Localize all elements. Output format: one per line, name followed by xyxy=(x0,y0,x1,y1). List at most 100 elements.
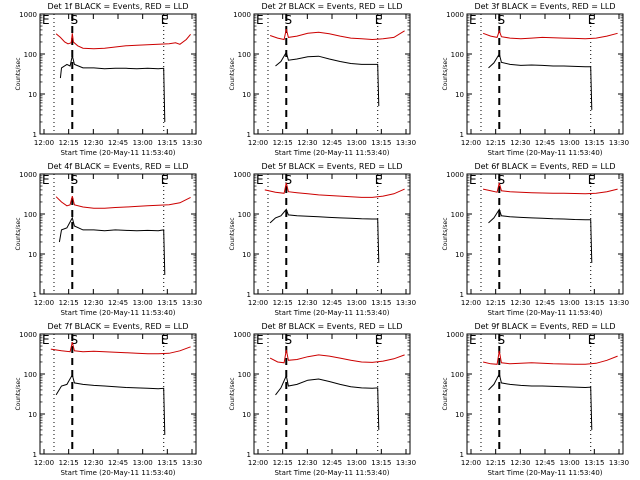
x-tick-label: 13:30 xyxy=(609,139,629,147)
x-tick-label: 13:30 xyxy=(182,299,202,307)
marker-s: S xyxy=(70,173,78,187)
panel-det-4: Det 4f BLACK = Events, RED = LLD 1 10 100 10… xyxy=(15,162,202,317)
y-tick-label: 10 xyxy=(242,251,251,259)
y-tick-label: 1 xyxy=(33,451,37,459)
x-tick-label: 13:15 xyxy=(584,299,604,307)
x-tick-label: 13:00 xyxy=(347,139,367,147)
x-tick-label: 13:30 xyxy=(182,139,202,147)
marker-s: S xyxy=(497,333,505,347)
x-tick-label: 13:30 xyxy=(609,459,629,467)
marker-e-right: E xyxy=(375,173,383,187)
x-tick-label: 13:30 xyxy=(396,459,416,467)
chart-title: Det 4f BLACK = Events, RED = LLD xyxy=(47,162,188,171)
x-tick-label: 12:00 xyxy=(248,139,268,147)
x-tick-label: 12:30 xyxy=(510,299,530,307)
series-lld-line xyxy=(482,350,618,365)
x-axis-label: Start Time (20-May-11 11:53:40) xyxy=(487,149,602,157)
x-axis-label: Start Time (20-May-11 11:53:40) xyxy=(274,309,389,317)
y-tick-label: 1 xyxy=(33,131,37,139)
x-tick-label: 12:45 xyxy=(108,299,128,307)
marker-e-left: E xyxy=(469,13,477,27)
x-tick-label: 13:30 xyxy=(609,299,629,307)
x-tick-label: 12:30 xyxy=(297,139,317,147)
marker-s: S xyxy=(284,13,292,27)
marker-s: S xyxy=(497,13,505,27)
plot-frame xyxy=(253,13,411,135)
y-axis-label: Counts/sec xyxy=(229,57,236,90)
series-events-line xyxy=(59,55,166,123)
series-lld-line xyxy=(482,182,618,195)
x-tick-label: 12:15 xyxy=(59,459,79,467)
x-tick-label: 12:45 xyxy=(535,299,555,307)
x-tick-label: 12:15 xyxy=(273,299,293,307)
panel-det-1: Det 1f BLACK = Events, RED = LLD 1 10 100 10… xyxy=(15,2,202,157)
series-lld-line xyxy=(269,349,405,364)
x-tick-label: 12:15 xyxy=(273,459,293,467)
y-tick-label: 1 xyxy=(460,451,464,459)
x-tick-label: 12:00 xyxy=(461,459,481,467)
x-tick-label: 12:45 xyxy=(108,459,128,467)
y-tick-label: 1000 xyxy=(19,331,37,339)
x-axis-label: Start Time (20-May-11 11:53:40) xyxy=(487,309,602,317)
marker-e-right: E xyxy=(588,333,596,347)
y-axis-label: Counts/sec xyxy=(15,57,22,90)
x-tick-label: 12:30 xyxy=(510,139,530,147)
x-tick-label: 12:00 xyxy=(34,459,54,467)
y-tick-label: 100 xyxy=(24,51,37,59)
plot-frame xyxy=(466,333,624,455)
series-lld-line xyxy=(264,182,405,198)
y-axis-label: Counts/sec xyxy=(15,377,22,410)
y-tick-label: 10 xyxy=(28,91,37,99)
series-events-line xyxy=(58,216,166,275)
y-tick-label: 10 xyxy=(28,251,37,259)
x-tick-label: 13:15 xyxy=(371,299,391,307)
marker-e-left: E xyxy=(256,13,264,27)
y-tick-label: 100 xyxy=(451,51,464,59)
y-tick-label: 1000 xyxy=(233,11,251,19)
y-tick-label: 10 xyxy=(455,251,464,259)
y-axis-label: Counts/sec xyxy=(15,217,22,250)
x-tick-label: 13:15 xyxy=(157,139,177,147)
x-tick-label: 13:00 xyxy=(560,459,580,467)
x-tick-label: 12:00 xyxy=(461,139,481,147)
x-tick-label: 13:00 xyxy=(347,299,367,307)
y-axis-label: Counts/sec xyxy=(442,57,449,90)
x-tick-label: 13:00 xyxy=(133,139,153,147)
y-tick-label: 100 xyxy=(238,371,251,379)
series-lld-line xyxy=(269,28,405,41)
marker-e-right: E xyxy=(375,13,383,27)
y-tick-label: 1 xyxy=(460,131,464,139)
chart-title: Det 6f BLACK = Events, RED = LLD xyxy=(474,162,615,171)
y-axis-label: Counts/sec xyxy=(229,377,236,410)
x-tick-label: 12:00 xyxy=(248,459,268,467)
x-tick-label: 12:30 xyxy=(83,139,103,147)
x-tick-label: 13:00 xyxy=(133,459,153,467)
y-tick-label: 1 xyxy=(247,291,251,299)
y-tick-label: 1 xyxy=(33,291,37,299)
y-axis-label: Counts/sec xyxy=(229,217,236,250)
y-tick-label: 100 xyxy=(451,371,464,379)
x-tick-label: 13:15 xyxy=(371,459,391,467)
panel-det-5: Det 5f BLACK = Events, RED = LLD 1 10 100 10… xyxy=(229,162,416,317)
x-tick-label: 12:45 xyxy=(535,459,555,467)
y-tick-label: 1000 xyxy=(19,171,37,179)
y-tick-label: 1000 xyxy=(446,171,464,179)
marker-e-left: E xyxy=(42,13,50,27)
x-tick-label: 12:15 xyxy=(486,139,506,147)
x-axis-label: Start Time (20-May-11 11:53:40) xyxy=(60,309,175,317)
x-axis-label: Start Time (20-May-11 11:53:40) xyxy=(60,149,175,157)
x-tick-label: 13:15 xyxy=(157,459,177,467)
x-tick-label: 13:00 xyxy=(560,139,580,147)
marker-e-left: E xyxy=(42,333,50,347)
series-lld-line xyxy=(482,29,618,40)
y-tick-label: 100 xyxy=(24,371,37,379)
x-tick-label: 12:30 xyxy=(510,459,530,467)
x-axis-label: Start Time (20-May-11 11:53:40) xyxy=(60,469,175,477)
marker-e-left: E xyxy=(42,173,50,187)
x-tick-label: 12:30 xyxy=(83,299,103,307)
panel-det-8: Det 8f BLACK = Events, RED = LLD 1 10 100 10… xyxy=(229,322,416,477)
chart-title: Det 7f BLACK = Events, RED = LLD xyxy=(47,322,188,331)
x-tick-label: 12:45 xyxy=(322,299,342,307)
marker-e-right: E xyxy=(588,13,596,27)
x-tick-label: 13:15 xyxy=(584,139,604,147)
